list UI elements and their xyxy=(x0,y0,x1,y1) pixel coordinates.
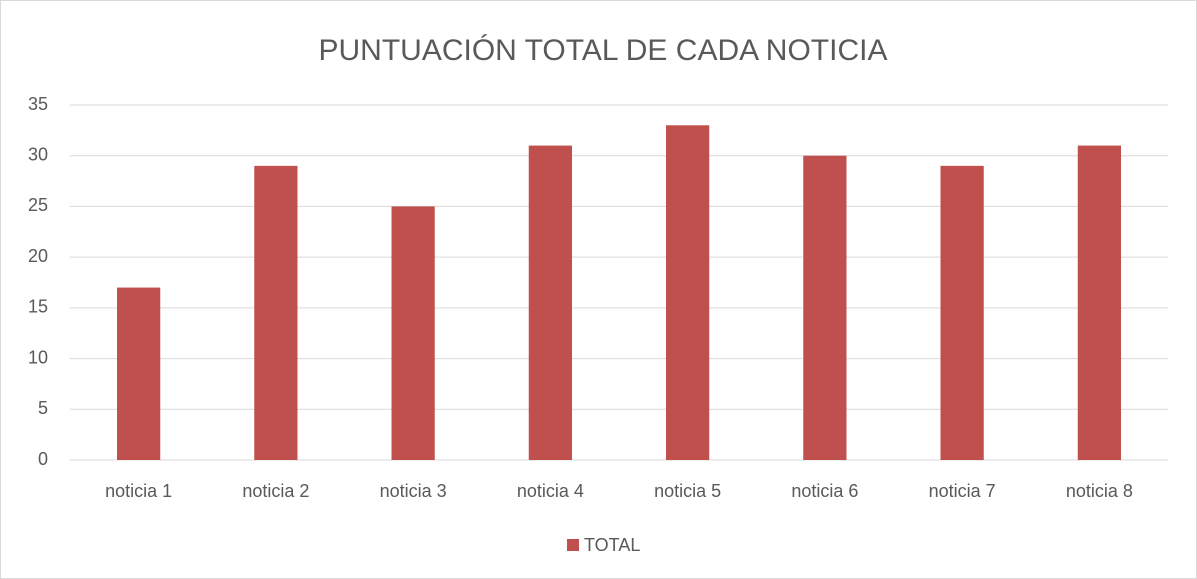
y-tick-label: 25 xyxy=(28,195,48,215)
y-tick-label: 20 xyxy=(28,246,48,266)
x-tick-label: noticia 1 xyxy=(105,481,172,501)
y-tick-label: 5 xyxy=(38,398,48,418)
x-tick-label: noticia 4 xyxy=(517,481,584,501)
x-tick-label: noticia 7 xyxy=(929,481,996,501)
bar xyxy=(391,206,435,460)
x-tick-label: noticia 8 xyxy=(1066,481,1133,501)
chart-title: PUNTUACIÓN TOTAL DE CADA NOTICIA xyxy=(319,34,888,67)
bar xyxy=(803,155,847,460)
bar xyxy=(528,145,572,461)
legend-label: TOTAL xyxy=(584,535,640,555)
y-tick-label: 15 xyxy=(28,297,48,317)
x-tick-label: noticia 5 xyxy=(654,481,721,501)
y-tick-label: 35 xyxy=(28,94,48,114)
bar xyxy=(940,165,984,460)
y-tick-label: 30 xyxy=(28,144,48,164)
bar xyxy=(254,165,298,460)
x-tick-label: noticia 2 xyxy=(242,481,309,501)
x-tick-label: noticia 6 xyxy=(791,481,858,501)
bar xyxy=(1077,145,1121,461)
legend-swatch xyxy=(567,539,579,551)
y-tick-label: 10 xyxy=(28,347,48,367)
bar xyxy=(117,287,161,460)
y-tick-label: 0 xyxy=(38,449,48,469)
x-tick-label: noticia 3 xyxy=(380,481,447,501)
bar xyxy=(666,125,710,461)
